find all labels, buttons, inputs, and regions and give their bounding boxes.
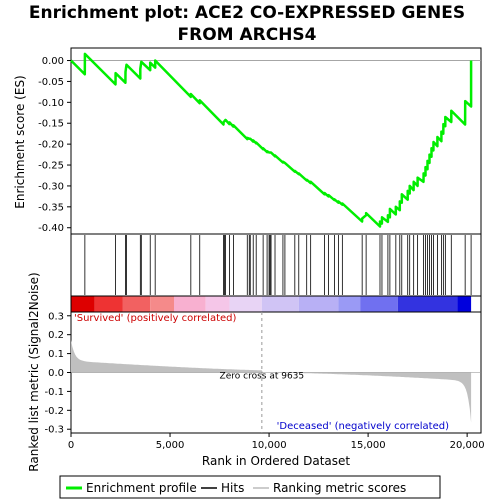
metric-panel: 0.3 0.2 0.1 0.0 -0.1 -0.2 -0.3 Zero cross at 9… [27, 272, 482, 472]
metric-tick-label: 0.3 [48, 311, 64, 322]
color-bar-segment [173, 296, 206, 312]
color-bar-segment [360, 296, 398, 312]
x-tick-label: 15,000 [351, 440, 386, 451]
positive-correlation-label: 'Survived' (positively correlated) [74, 313, 237, 324]
color-bar-segment [397, 296, 458, 312]
metric-tick-label: 0.0 [48, 368, 64, 379]
es-tick-label: 0.00 [42, 56, 64, 67]
ranking-color-bar [70, 295, 482, 313]
chart-title-line-1: Enrichment plot: ACE2 CO-EXPRESSED GENES [29, 3, 465, 23]
metric-tick-label: 0.1 [48, 349, 64, 360]
metric-y-ticks: 0.3 0.2 0.1 0.0 -0.1 -0.2 -0.3 [44, 311, 481, 436]
color-bar-segment [229, 296, 262, 312]
metric-tick-label: -0.2 [44, 406, 64, 417]
metric-tick-label: -0.1 [44, 387, 64, 398]
es-tick-label: -0.25 [38, 161, 64, 172]
color-bar-segment [338, 296, 361, 312]
x-tick-label: 20,000 [450, 440, 485, 451]
es-tick-label: -0.40 [38, 223, 64, 234]
x-tick-label: 10,000 [252, 440, 287, 451]
color-bar-segment [261, 296, 299, 312]
negative-correlation-label: 'Deceased' (negatively correlated) [277, 421, 449, 432]
chart-title-line-2: FROM ARCHS4 [177, 25, 316, 45]
metric-tick-label: 0.2 [48, 330, 64, 341]
color-bar-segment [205, 296, 230, 312]
metric-y-axis-label: Ranked list metric (Signal2Noise) [27, 272, 41, 471]
x-tick-label: 0 [68, 440, 74, 451]
color-bar-segment [298, 296, 339, 312]
es-tick-label: -0.30 [38, 181, 64, 192]
color-bar-segment [150, 296, 174, 312]
zero-cross-label: Zero cross at 9635 [220, 372, 305, 382]
es-tick-label: -0.10 [38, 98, 64, 109]
x-axis-ticks: 0 5,000 10,000 15,000 20,000 [68, 433, 485, 451]
color-bar-segment [457, 296, 472, 312]
es-y-axis-label: Enrichment score (ES) [13, 75, 27, 208]
es-y-ticks: 0.00 -0.05 -0.10 -0.15 -0.20 -0.25 -0.30 -0.35 -… [38, 56, 71, 234]
legend-label-hits: Hits [221, 481, 244, 495]
x-axis-label: Rank in Ordered Dataset [202, 454, 350, 468]
es-panel-frame [70, 47, 482, 235]
metric-tick-label: -0.3 [44, 425, 64, 436]
x-tick-label: 5,000 [156, 440, 185, 451]
es-tick-label: -0.05 [38, 77, 64, 88]
es-panel: 0.00 -0.05 -0.10 -0.15 -0.20 -0.25 -0.30 -0.35 -… [13, 47, 482, 235]
es-tick-label: -0.15 [38, 119, 64, 130]
color-bar-segment [122, 296, 151, 312]
es-tick-label: -0.20 [38, 140, 64, 151]
hits-panel [70, 233, 482, 297]
hits-panel-frame [70, 233, 482, 297]
color-bar-segment [94, 296, 123, 312]
color-bar-segment [71, 296, 95, 312]
legend-frame [59, 475, 441, 499]
hit-markers [84, 235, 472, 295]
legend-label-ranking-metric: Ranking metric scores [273, 481, 406, 495]
es-tick-label: -0.35 [38, 202, 64, 213]
legend: Enrichment profile Hits Ranking metric s… [59, 475, 441, 499]
legend-label-enrichment-profile: Enrichment profile [86, 481, 197, 495]
enrichment-profile-line [70, 52, 473, 228]
